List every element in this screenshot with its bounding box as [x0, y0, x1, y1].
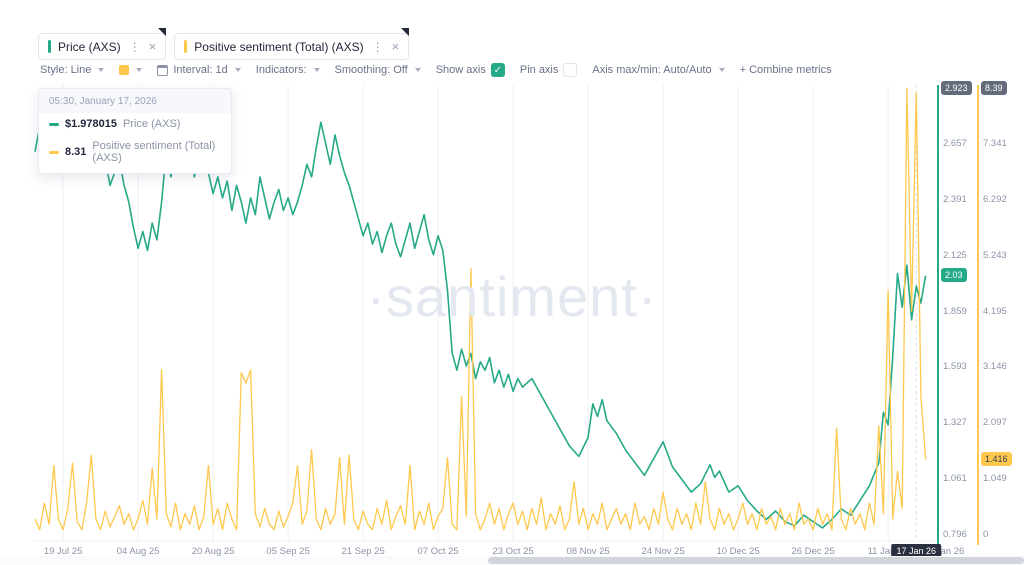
tooltip-sentiment-label: Positive sentiment (Total) (AXS): [92, 140, 216, 164]
tab-price[interactable]: Price (AXS) ⋮ ×: [38, 28, 167, 60]
color-picker[interactable]: [119, 65, 143, 75]
price-series-swatch: [49, 122, 59, 126]
x-axis-cursor-badge: 17 Jan 26: [891, 544, 942, 558]
y-axis-label: 0: [983, 529, 989, 540]
calendar-icon: [157, 64, 169, 76]
metric-color-indicator: [184, 40, 188, 53]
tooltip-price-label: Price (AXS): [123, 118, 181, 130]
smoothing-dropdown[interactable]: Smoothing: Off: [335, 64, 421, 76]
show-axis-checkbox[interactable]: ✓: [490, 63, 505, 77]
price-y-axis: 2.923 2.657 2.391 2.125 1.859 1.593 1.327 1.061…: [941, 0, 979, 565]
pin-axis-checkbox[interactable]: [563, 63, 578, 77]
style-label: Style: Line: [40, 64, 92, 76]
x-axis-label: 07 Oct 25: [417, 546, 459, 557]
y-axis-current-value-badge: 2.03: [941, 267, 967, 282]
x-axis-label-edge: Jan 26: [935, 546, 965, 557]
y-axis-label: 2.125: [943, 249, 967, 261]
more-options-icon[interactable]: ⋮: [128, 39, 141, 54]
interval-dropdown[interactable]: Interval: 1d: [157, 64, 241, 76]
tooltip-timestamp: 05:30, January 17, 2026: [39, 89, 231, 113]
x-axis-label: 11 Jan 26: [867, 546, 909, 557]
chevron-down-icon: [136, 68, 143, 72]
sentiment-series-swatch: [49, 150, 59, 154]
style-dropdown[interactable]: Style: Line: [40, 64, 105, 76]
more-options-icon[interactable]: ⋮: [371, 39, 384, 54]
y-axis-label: 3.146: [983, 361, 1007, 373]
sentiment-y-axis: 8.39 7.341 6.292 5.243 4.195 3.146 2.097 1.049 0…: [981, 0, 1019, 565]
chevron-down-icon: [234, 68, 241, 72]
y-axis-label: 2.391: [943, 193, 967, 205]
x-axis: 19 Jul 25 04 Aug 25 20 Aug 25 05 Sep 25 21 S…: [0, 544, 1024, 562]
x-axis-label: 20 Aug 25: [191, 546, 235, 557]
close-icon[interactable]: ×: [148, 39, 157, 54]
y-axis-label: 1.593: [943, 361, 967, 373]
metric-color-indicator: [48, 40, 51, 53]
smoothing-label: Smoothing: Off: [334, 64, 408, 76]
show-axis-toggle[interactable]: Show axis ✓: [436, 63, 505, 77]
indicators-dropdown[interactable]: Indicators:: [256, 64, 320, 76]
tab-label: Price (AXS): [58, 39, 121, 54]
chevron-down-icon: [98, 68, 105, 72]
y-axis-label: 6.292: [983, 193, 1007, 205]
y-axis-label: 0.796: [943, 529, 967, 540]
x-axis-label: 10 Dec 25: [716, 546, 760, 557]
y-axis-label: 2.657: [943, 137, 967, 149]
tab-label: Positive sentiment (Total) (AXS): [194, 39, 364, 54]
x-axis-label: 24 Nov 25: [641, 546, 685, 557]
y-axis-label: 1.859: [943, 305, 967, 317]
x-axis-label: 19 Jul 25: [43, 546, 83, 557]
x-axis-label: 08 Nov 25: [566, 546, 610, 557]
tooltip-sentiment-value: 8.31: [65, 146, 87, 158]
chevron-down-icon: [718, 68, 725, 72]
y-axis-label: 1.327: [943, 417, 967, 429]
tab-positive-sentiment[interactable]: Positive sentiment (Total) (AXS) ⋮ ×: [174, 28, 410, 60]
axis-maxmin-dropdown[interactable]: Axis max/min: Auto/Auto: [592, 64, 725, 76]
pin-axis-toggle[interactable]: Pin axis: [520, 63, 578, 77]
series-line-sentiment: [34, 87, 927, 531]
combine-metrics-label: + Combine metrics: [739, 64, 832, 76]
close-icon[interactable]: ×: [391, 39, 400, 54]
x-axis-label: 23 Oct 25: [492, 546, 534, 557]
chart-tooltip: 05:30, January 17, 2026 $1.978015 Price …: [38, 88, 232, 174]
y-axis-label: 2.097: [983, 417, 1007, 429]
pin-axis-label: Pin axis: [519, 64, 559, 76]
chevron-down-icon: [313, 68, 320, 72]
tooltip-price-value: $1.978015: [65, 118, 117, 130]
tab-corner-flag-icon: [158, 28, 167, 36]
x-axis-label: 05 Sep 25: [266, 546, 310, 557]
tooltip-row-price: $1.978015 Price (AXS): [39, 113, 231, 135]
scrollbar-thumb[interactable]: [488, 557, 1024, 564]
series-line-price: [34, 102, 927, 529]
y-axis-label: 5.243: [983, 249, 1007, 261]
y-axis-label: 7.341: [983, 137, 1007, 149]
y-axis-current-value-badge: 1.416: [981, 451, 1012, 466]
show-axis-label: Show axis: [435, 64, 486, 76]
y-axis-label: 4.195: [983, 305, 1007, 317]
tab-corner-flag-icon: [401, 28, 410, 36]
chevron-down-icon: [414, 68, 421, 72]
axis-maxmin-label: Axis max/min: Auto/Auto: [592, 64, 712, 76]
interval-label: Interval: 1d: [173, 64, 228, 76]
metric-tabs: Price (AXS) ⋮ × Positive sentiment (Tota…: [38, 28, 410, 60]
y-axis-label: 1.049: [983, 473, 1007, 485]
horizontal-scrollbar[interactable]: [0, 556, 1024, 565]
tooltip-row-sentiment: 8.31 Positive sentiment (Total) (AXS): [39, 135, 231, 173]
chart-toolbar: Style: Line Interval: 1d Indicators: Smo…: [40, 63, 1008, 77]
x-axis-label: 21 Sep 25: [341, 546, 385, 557]
santiment-watermark: ·santiment·: [366, 265, 658, 328]
indicators-label: Indicators:: [255, 64, 307, 76]
y-axis-max-badge: 2.923: [941, 81, 972, 95]
x-axis-label: 26 Dec 25: [791, 546, 835, 557]
combine-metrics-button[interactable]: + Combine metrics: [740, 64, 832, 76]
y-axis-label: 1.061: [943, 473, 967, 485]
x-axis-label: 04 Aug 25: [116, 546, 160, 557]
color-swatch: [119, 65, 130, 75]
y-axis-max-badge: 8.39: [981, 81, 1007, 95]
checkmark-icon: ✓: [493, 64, 503, 76]
